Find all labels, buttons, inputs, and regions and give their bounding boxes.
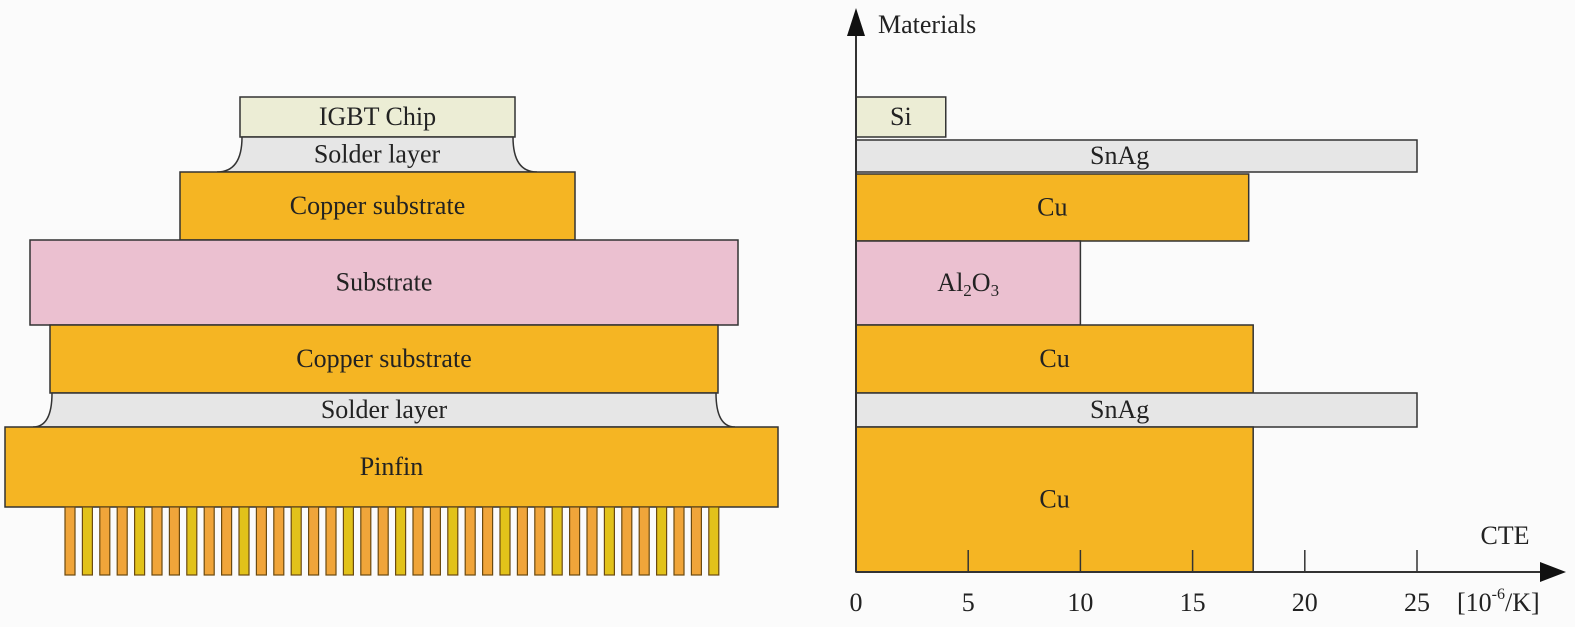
x-tick-label: 10 <box>1067 588 1093 617</box>
pin-fin <box>586 506 598 576</box>
pin-fin <box>690 506 703 576</box>
bar-cu <box>855 426 1254 573</box>
pin-fin <box>325 506 337 576</box>
pin-fin <box>81 506 94 576</box>
pin-fin <box>551 506 563 576</box>
x-axis-label: CTE <box>1480 521 1529 550</box>
layer-rect <box>239 96 516 138</box>
pin-fin <box>221 506 233 576</box>
x-axis-arrow <box>1540 562 1566 582</box>
pin-fin <box>308 506 320 576</box>
x-axis-unit: [10-6/K] <box>1457 586 1540 617</box>
layer-label: Pinfin <box>360 452 424 481</box>
pin-fin <box>499 506 511 576</box>
layer-label: Copper substrate <box>296 344 471 373</box>
pin-fin <box>255 506 267 576</box>
stack-layer-igbt-chip: IGBT Chip <box>239 96 516 138</box>
layer-label: Solder layer <box>314 139 441 168</box>
x-tick-label: 0 <box>850 588 863 617</box>
bar-label: Cu <box>1037 192 1067 221</box>
pin-fin <box>377 506 389 576</box>
stack-layer-pinfin: Pinfin <box>4 426 779 508</box>
pin-fin <box>603 506 616 576</box>
stack-layer-substrate: Substrate <box>29 239 739 326</box>
pin-fin <box>708 506 720 576</box>
pin-fin <box>655 506 668 576</box>
pin-fin <box>360 506 372 576</box>
pin-fin <box>464 506 476 576</box>
pin-fin <box>151 506 163 576</box>
bar-cu <box>855 324 1254 394</box>
bar-label: Cu <box>1039 484 1069 513</box>
pin-fin <box>203 506 215 576</box>
pin-fin <box>64 506 76 576</box>
pin-fin <box>273 506 285 576</box>
pin-fin <box>116 506 128 576</box>
bar-label: SnAg <box>1090 141 1149 170</box>
pin-fin <box>482 506 494 576</box>
pin-fin <box>186 506 198 576</box>
pin-fin <box>534 506 546 576</box>
pin-fin <box>447 506 459 576</box>
pin-fins <box>64 506 720 576</box>
layer-rect <box>29 239 739 326</box>
pin-fin <box>99 506 111 576</box>
pin-fin <box>516 506 529 576</box>
y-axis-label: Materials <box>878 10 976 39</box>
bar-label: Cu <box>1039 344 1069 373</box>
bar-label: SnAg <box>1090 395 1149 424</box>
pin-fin <box>568 506 581 576</box>
pin-fin <box>134 506 146 576</box>
stack-layer-solder-layer: Solder layer <box>32 392 736 428</box>
x-tick-label: 15 <box>1180 588 1206 617</box>
pin-fin <box>621 506 633 576</box>
pin-fin <box>168 506 180 576</box>
bar-label: Si <box>890 102 912 131</box>
bar-al2o3 <box>855 240 1082 326</box>
bar-snag <box>855 139 1418 173</box>
pin-fin <box>412 506 424 576</box>
layer-label: Solder layer <box>321 395 448 424</box>
stack-layer-copper-substrate: Copper substrate <box>179 171 576 241</box>
pin-fin <box>342 506 354 576</box>
pin-fin <box>238 506 250 576</box>
x-tick-label: 25 <box>1404 588 1430 617</box>
x-tick-label: 5 <box>962 588 975 617</box>
y-axis-arrow <box>847 8 865 36</box>
pin-fin <box>673 506 685 576</box>
layer-label: Substrate <box>336 267 433 296</box>
pin-fin <box>290 506 302 576</box>
pin-fin <box>429 506 441 576</box>
pin-fin <box>638 506 650 576</box>
bar-snag <box>855 392 1418 428</box>
x-tick-label: 20 <box>1292 588 1318 617</box>
stack-layer-copper-substrate: Copper substrate <box>49 324 719 394</box>
layer-rect <box>49 324 719 394</box>
stack-layer-solder-layer: Solder layer <box>216 136 538 173</box>
pin-fin <box>395 506 407 576</box>
layer-label: IGBT Chip <box>319 102 436 131</box>
layer-label: Copper substrate <box>290 191 465 220</box>
layer-rect <box>4 426 779 508</box>
